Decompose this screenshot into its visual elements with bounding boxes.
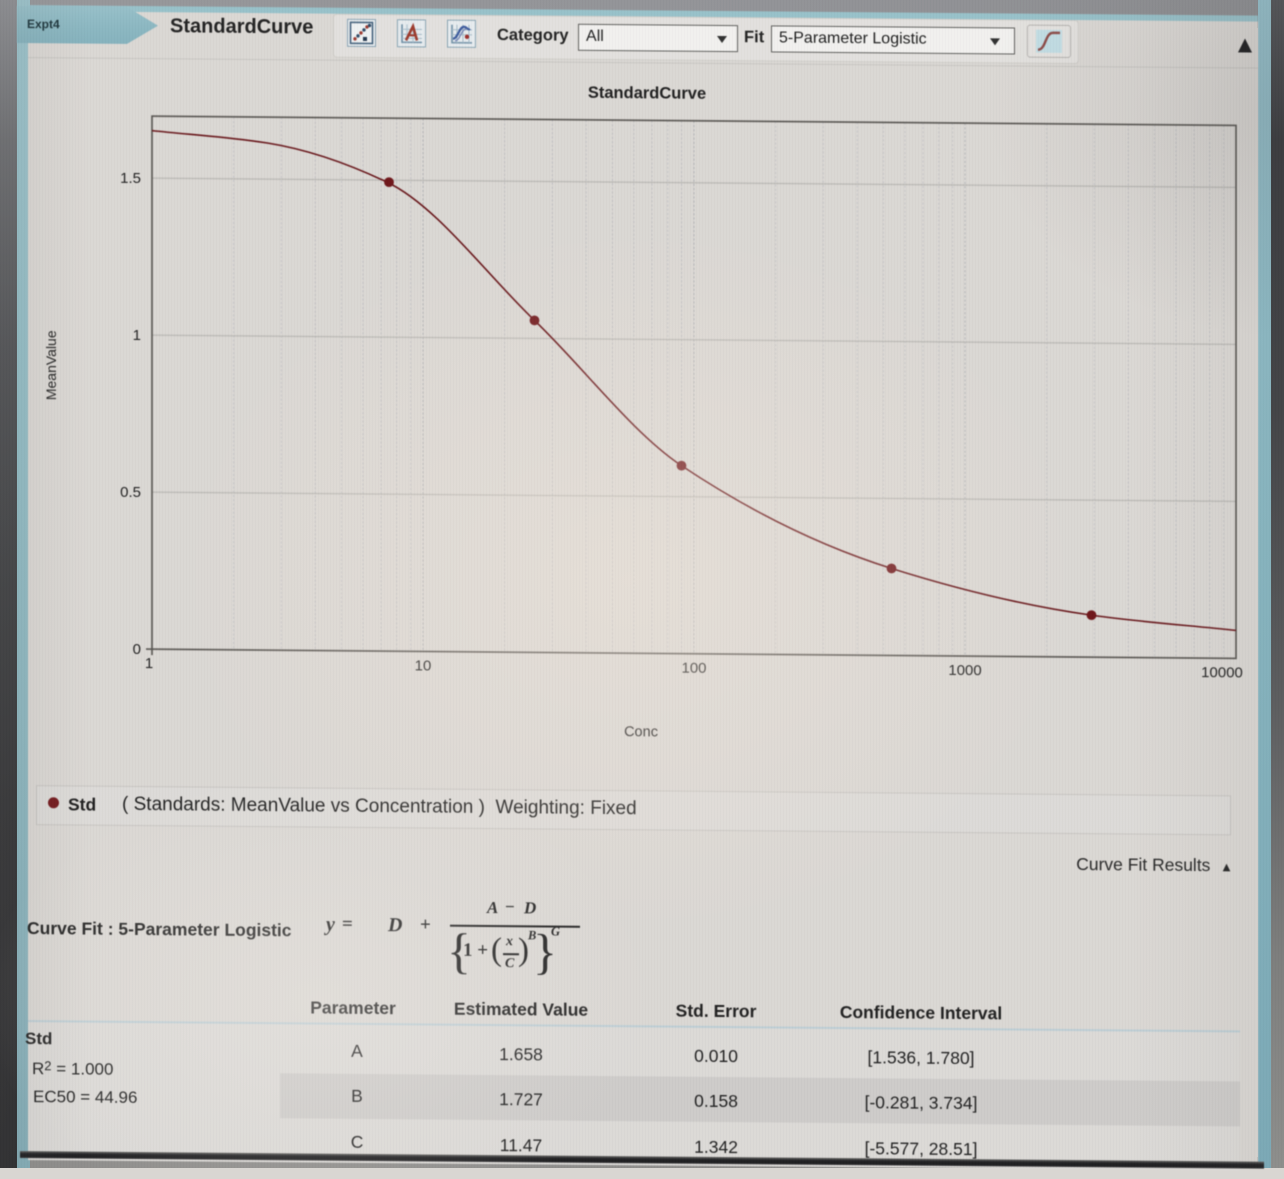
svg-text:Conc: Conc: [624, 724, 658, 740]
svg-text:1: 1: [133, 327, 141, 344]
svg-text:10000: 10000: [1201, 664, 1243, 681]
svg-text:10: 10: [415, 657, 432, 674]
svg-text:100: 100: [681, 660, 706, 677]
svg-text:1.5: 1.5: [120, 170, 141, 187]
svg-text:1000: 1000: [948, 662, 981, 679]
svg-text:StandardCurve: StandardCurve: [588, 84, 706, 103]
svg-text:MeanValue: MeanValue: [43, 330, 59, 400]
svg-text:1: 1: [145, 655, 153, 672]
svg-text:0.5: 0.5: [120, 484, 141, 501]
svg-text:0: 0: [133, 641, 141, 658]
